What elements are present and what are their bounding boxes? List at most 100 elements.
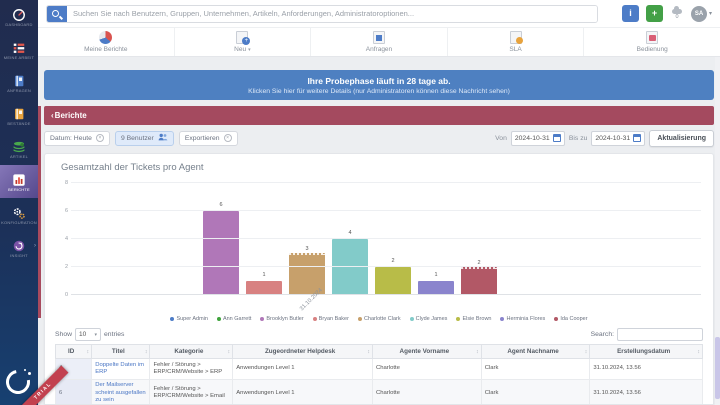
back-link[interactable]: ‹ [51,111,54,120]
search-button[interactable] [47,5,67,22]
table-cell: Anwendungen Level 1 [232,358,373,380]
column-header-zugeordneter-helpdesk[interactable]: Zugeordneter Helpdesk ↕ [232,344,373,359]
column-header-label: Erstellungsdatum [617,348,671,355]
page-size-select[interactable]: 10 ▾ [75,328,102,341]
column-header-kategorie[interactable]: Kategorie ↕ [149,344,234,359]
chevron-down-icon: ▾ [248,46,251,53]
table-search-input[interactable] [617,328,703,341]
legend-item-elsie-brown[interactable]: Elsie Brown [456,316,491,322]
sidebar-item-anfragen[interactable]: ANFRAGEN [0,66,38,99]
bar-group: 6 1 3 4 2 1 2 [45,183,665,295]
notification-indicator[interactable]: 0 [670,6,684,21]
menu-item-bedienung[interactable]: Bedienung [584,28,720,56]
date-from-input[interactable]: 2024-10-31 [510,130,565,146]
sidebar-item-konfiguration[interactable]: KONFIGURATION [0,198,38,231]
legend-item-charlotte-clark[interactable]: Charlotte Clark [357,316,401,322]
legend-item-ida-cooper[interactable]: Ida Cooper [554,315,588,322]
date-from-label: Von [495,134,507,142]
menu-item-sla[interactable]: SLA [448,28,585,56]
close-icon[interactable]: × [95,134,104,142]
gridline [71,294,701,295]
table-search: Search: [591,328,703,341]
date-to-label: Bis zu [568,134,588,142]
gridline [71,238,701,239]
search-input[interactable] [67,5,597,22]
page-size-value: 10 [79,331,87,338]
date-to-input[interactable]: 2024-10-31 [591,130,646,146]
legend-dot [216,316,221,321]
global-search [46,4,598,23]
sidebar-item-label: DASHBOARD [5,22,33,28]
column-header-agente-vorname[interactable]: Agente Vorname ↕ [372,344,482,359]
trial-banner-title: Ihre Probephase läuft in 28 tage ab. [307,75,451,86]
gridline [71,182,701,183]
legend-item-super-admin[interactable]: Super Admin [170,316,208,322]
sidebar-item-label: ANFRAGEN [7,88,31,94]
report-accent-strip [38,106,41,318]
menu-item-meine-berichte[interactable]: Meine Berichte [38,28,175,56]
legend-item-ann-garrett[interactable]: Ann Garrett [216,316,251,322]
content: Ihre Probephase läuft in 28 tage ab. Kli… [38,57,720,405]
ticket-title-link[interactable]: Doppelte Daten im ERP [91,358,151,380]
date-from-value: 2024-10-31 [514,134,550,142]
sidebar-item-meine-arbeit[interactable]: MEINE ARBEIT [0,33,38,66]
calendar-icon[interactable] [633,134,642,142]
legend-item-clyde-james[interactable]: Clyde James [409,316,447,322]
calendar-icon[interactable] [552,134,561,142]
legend-dot [260,316,265,321]
gridline [71,266,701,267]
legend-label: Herminia Flores [506,315,546,322]
report-title: Berichte [54,111,87,120]
sort-icon: ↕ [86,348,90,355]
column-header-label: Titel [111,348,125,355]
legend-item-herminia-flores[interactable]: Herminia Flores [500,316,545,322]
legend-label: Ida Cooper [560,315,588,322]
column-header-erstellungsdatum[interactable]: Erstellungsdatum ↕ [589,344,703,359]
chart-title: Gesamtzahl der Tickets pro Agent [61,162,204,173]
table-cell: Charlotte [372,358,482,380]
scrollbar-thumb[interactable] [715,337,720,399]
ticket-title-link[interactable]: Der Mailserver scheint ausgefallen zu se… [91,378,151,404]
sidebar-item-dashboard[interactable]: DASHBOARD [0,0,38,33]
gridline [71,210,701,211]
entries-label: entries [104,331,125,338]
close-icon[interactable]: × [223,134,232,142]
table-search-label: Search: [590,331,614,338]
cell-id: 6 [54,378,93,404]
info-button[interactable]: i [621,5,639,22]
column-header-id[interactable]: ID ↕ [54,344,93,359]
tasks-icon [12,40,26,55]
column-header-agent-nachname[interactable]: Agent Nachname ↕ [480,344,591,359]
filter-chip-9-benutzer[interactable]: 9 Benutzer [114,130,174,146]
chip-label: Exportieren [184,134,220,142]
chevron-right-icon: › [34,243,36,249]
gauge-icon [12,7,26,22]
sidebar-item-label: BESTÄNDE [7,121,31,127]
bar-value-label: 1 [434,272,438,278]
add-button[interactable]: + [645,5,663,22]
filter-chip-exportieren[interactable]: Exportieren × [178,130,238,146]
show-label: Show [55,331,73,338]
sidebar-item-berichte[interactable]: BERICHTE [0,165,38,198]
menu-item-neu[interactable]: Neu▾ [175,28,312,56]
legend-dot [357,316,362,321]
sidebar-item-insight[interactable]: INSIGHT › [0,231,38,264]
menu-item-anfragen[interactable]: Anfragen [311,28,448,56]
legend-item-brooklyn-butler[interactable]: Brooklyn Butler [260,316,304,322]
trial-banner-subtitle: Klicken Sie hier für weitere Details (nu… [248,87,510,95]
filter-chip-datum-heute[interactable]: Datum: Heute × [44,130,110,146]
legend-dot [170,316,175,321]
table-cell: Charlotte [372,378,482,404]
bar-value-label: 2 [391,258,395,264]
user-menu[interactable]: SA ▾ [690,5,712,22]
refresh-button[interactable]: Aktualisierung [649,129,714,147]
sidebar-item-best-nde[interactable]: BESTÄNDE [0,99,38,132]
sort-icon: ↕ [144,348,148,355]
scrollbar[interactable] [715,57,720,405]
column-header-titel[interactable]: Titel ↕ [91,344,151,359]
sidebar-item-artikel[interactable]: ARTIKEL [0,132,38,165]
legend-item-bryan-baker[interactable]: Bryan Baker [312,316,349,322]
chevron-down-icon: ▾ [94,331,98,338]
trial-banner[interactable]: Ihre Probephase läuft in 28 tage ab. Kli… [44,70,714,100]
